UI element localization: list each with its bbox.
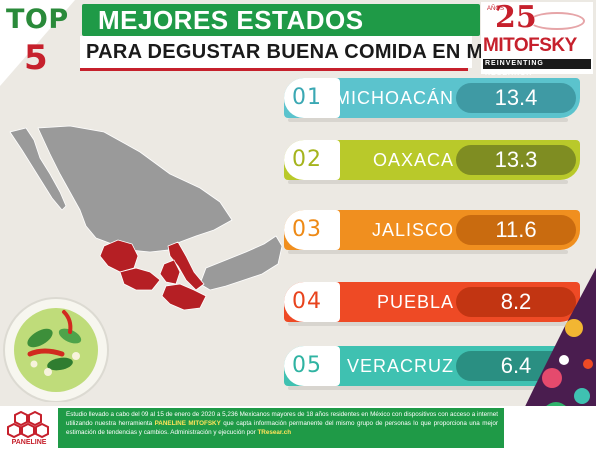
flower-icon-7 <box>583 359 593 369</box>
logo-tagline: REINVENTING RESEARCH <box>485 60 544 77</box>
footer-note-text-1: Estudio llevado a cabo del 09 al 15 de e… <box>66 411 498 427</box>
paneline-logo-icon <box>7 410 49 439</box>
ranking-rank-box <box>284 140 340 180</box>
mexico-map <box>9 125 283 311</box>
logo-swirl-icon <box>529 12 585 30</box>
flower-icon-1 <box>565 319 583 337</box>
ranking-score-value: 11.6 <box>495 217 537 242</box>
footer-note-text-2: que capta información permanente del mis… <box>66 420 498 436</box>
ranking-row: 03 JALISCO 11.6 <box>284 210 584 256</box>
flower-icon-6 <box>559 355 569 365</box>
mitofsky-logo: AÑOS 25 MITOFSKY REINVENTING RESEARCH <box>481 2 593 77</box>
corn-kernel-1 <box>44 368 52 376</box>
puebla-region <box>159 259 181 285</box>
footer-note-box <box>58 408 504 448</box>
ranking-row: 04 PUEBLA 8.2 <box>284 282 584 328</box>
ranking-score-pill: 8.2 <box>456 287 576 317</box>
flower-icon-2 <box>542 368 562 388</box>
ranking-score-value: 13.3 <box>494 147 538 172</box>
ranking-row-shadow <box>288 118 568 122</box>
ranking-row: 01 MICHOACÁN 13.4 <box>284 78 584 124</box>
ranking-row: 05 VERACRUZ 6.4 <box>284 346 584 392</box>
ranking-rank-box <box>284 210 340 250</box>
ranking-state-name: JALISCO <box>371 220 454 240</box>
corn-kernel-3 <box>30 360 38 368</box>
subtitle-banner <box>80 36 472 68</box>
ranking-score-value: 13.4 <box>494 85 538 110</box>
ranking-rank-number: 03 <box>292 217 322 242</box>
ranking-score-pill: 13.4 <box>456 83 576 113</box>
ranking-state-name: MICHOACÁN <box>334 88 454 108</box>
southeast-region <box>199 235 283 291</box>
ranking-rank-number: 04 <box>292 289 322 314</box>
ranking-row: 02 OAXACA 13.3 <box>284 140 584 186</box>
page-subtitle: PARA DEGUSTAR BUENA COMIDA EN MÉXICO <box>86 41 548 63</box>
title-banner <box>82 4 480 36</box>
subtitle-underline <box>80 68 468 71</box>
northern-mexico-region <box>37 125 233 253</box>
corn-kernel-2 <box>72 352 80 360</box>
footer-note-link[interactable]: TResear.ch <box>257 429 292 436</box>
pattern-background <box>504 268 596 450</box>
garnish-leaf-3 <box>47 357 73 371</box>
ranking-state-name: OAXACA <box>372 150 454 170</box>
ranking-rank-number: 05 <box>292 353 322 378</box>
ranking-state-name: PUEBLA <box>376 292 454 312</box>
logo-anniversary-label: AÑOS <box>487 6 505 12</box>
logo-name: MITOFSKY <box>483 35 577 56</box>
garnish-leaf-1 <box>27 328 53 348</box>
footer-note-brand: PANELINE MITOFSKY <box>154 420 221 427</box>
top-badge-background <box>0 0 75 86</box>
ranking-score-pill: 11.6 <box>456 215 576 245</box>
ranking-row-shadow <box>288 250 568 254</box>
top-badge-word: TOP <box>6 4 69 35</box>
logo-tagline-bar <box>483 59 591 69</box>
ranking-rank-number: 01 <box>292 85 322 110</box>
paneline-label: PANELINE <box>11 439 47 446</box>
garnish-leaf-2 <box>58 328 82 344</box>
oaxaca-region <box>161 283 207 311</box>
chili-pepper-1 <box>27 348 65 357</box>
ranking-score-pill: 13.3 <box>456 145 576 175</box>
baja-california-region <box>9 127 67 211</box>
michoacan-region <box>119 267 161 291</box>
study-methodology-note: Estudio llevado a cabo del 09 al 15 de e… <box>66 410 498 437</box>
ranking-row-shadow <box>288 322 568 326</box>
ranking-score-value: 8.2 <box>500 289 532 314</box>
ranking-score-value: 6.4 <box>500 353 532 378</box>
top-badge-number: 5 <box>24 38 48 78</box>
flower-icon-3 <box>574 388 590 404</box>
ranking-rank-box <box>284 346 340 386</box>
pozole-dish-illustration <box>3 297 109 402</box>
page-title: MEJORES ESTADOS <box>98 5 364 35</box>
ranking-rank-number: 02 <box>292 147 322 172</box>
ranking-rank-box <box>284 78 340 118</box>
ranking-state-name: VERACRUZ <box>346 356 454 376</box>
jalisco-region <box>99 239 139 273</box>
ranking-row-shadow <box>288 180 568 184</box>
ranking-rank-box <box>284 282 340 322</box>
ranking-row-shadow <box>288 386 568 390</box>
chili-pepper-2 <box>62 310 73 334</box>
